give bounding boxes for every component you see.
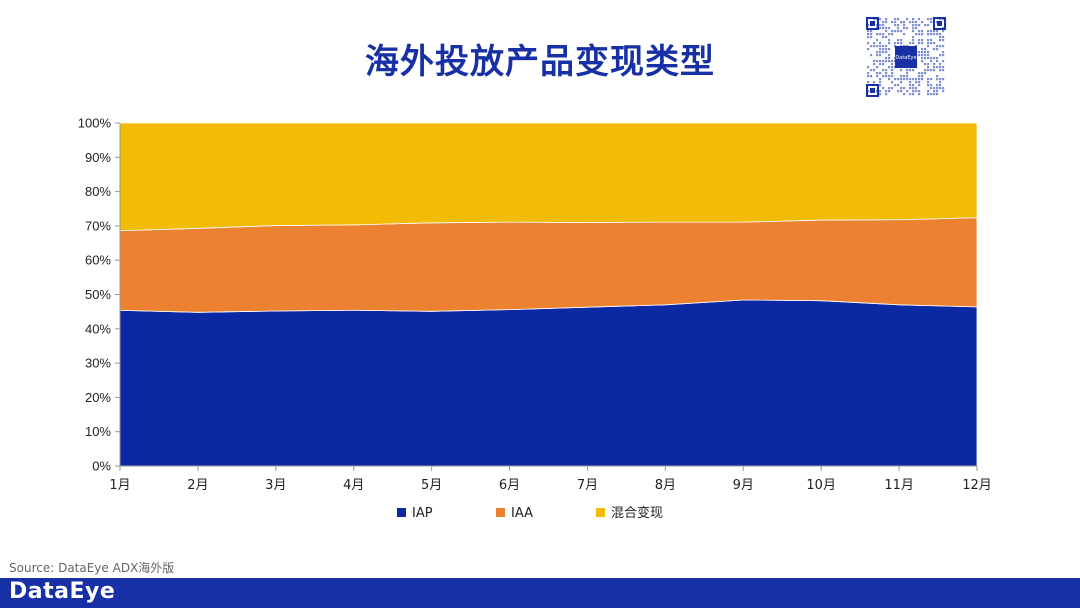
y-tick-label: 100% (78, 116, 112, 131)
y-tick-label: 10% (85, 424, 111, 439)
footer-bar: DataEye (0, 578, 1080, 608)
qr-center-label: DataEye (895, 55, 916, 61)
x-tick-label: 1月 (109, 478, 130, 493)
y-tick-label: 0% (92, 459, 111, 474)
legend-swatch (596, 508, 605, 517)
page-title: 海外投放产品变现类型 (365, 42, 715, 82)
legend-label: IAA (511, 506, 533, 521)
x-tick-label: 6月 (499, 478, 520, 493)
x-tick-label: 11月 (884, 478, 914, 493)
x-tick-label: 8月 (655, 478, 676, 493)
qr-code: DataEye (866, 17, 946, 97)
y-tick-label: 70% (85, 218, 111, 233)
x-tick-label: 5月 (421, 478, 442, 493)
x-tick-label: 9月 (733, 478, 754, 493)
y-tick-label: 40% (85, 321, 111, 336)
legend-label: IAP (412, 506, 433, 521)
y-tick-label: 60% (85, 253, 111, 268)
source-note: Source: DataEye ADX海外版 (9, 561, 175, 575)
stacked-area-chart: 0% 10% 20% 30% 40% 50% 60% 70% 80% 90% 100% 1月 2月 3月… (78, 116, 992, 522)
area-IAA (119, 217, 978, 313)
legend-swatch (397, 508, 406, 517)
x-tick-label: 4月 (343, 478, 364, 493)
y-tick-label: 80% (85, 184, 111, 199)
y-tick-label: 20% (85, 390, 111, 405)
x-tick-label: 10月 (806, 478, 836, 493)
y-tick-label: 50% (85, 287, 111, 302)
brand-logo: DataEye (9, 579, 116, 604)
y-tick-label: 90% (85, 150, 111, 165)
y-tick-label: 30% (85, 356, 111, 371)
x-tick-label: 2月 (187, 478, 208, 493)
area-混合变现 (119, 122, 978, 232)
legend-swatch (496, 508, 505, 517)
x-tick-label: 12月 (962, 478, 992, 493)
legend-label: 混合变现 (611, 505, 663, 521)
area-IAP (119, 299, 978, 467)
x-tick-label: 3月 (265, 478, 286, 493)
x-tick-label: 7月 (577, 478, 598, 493)
